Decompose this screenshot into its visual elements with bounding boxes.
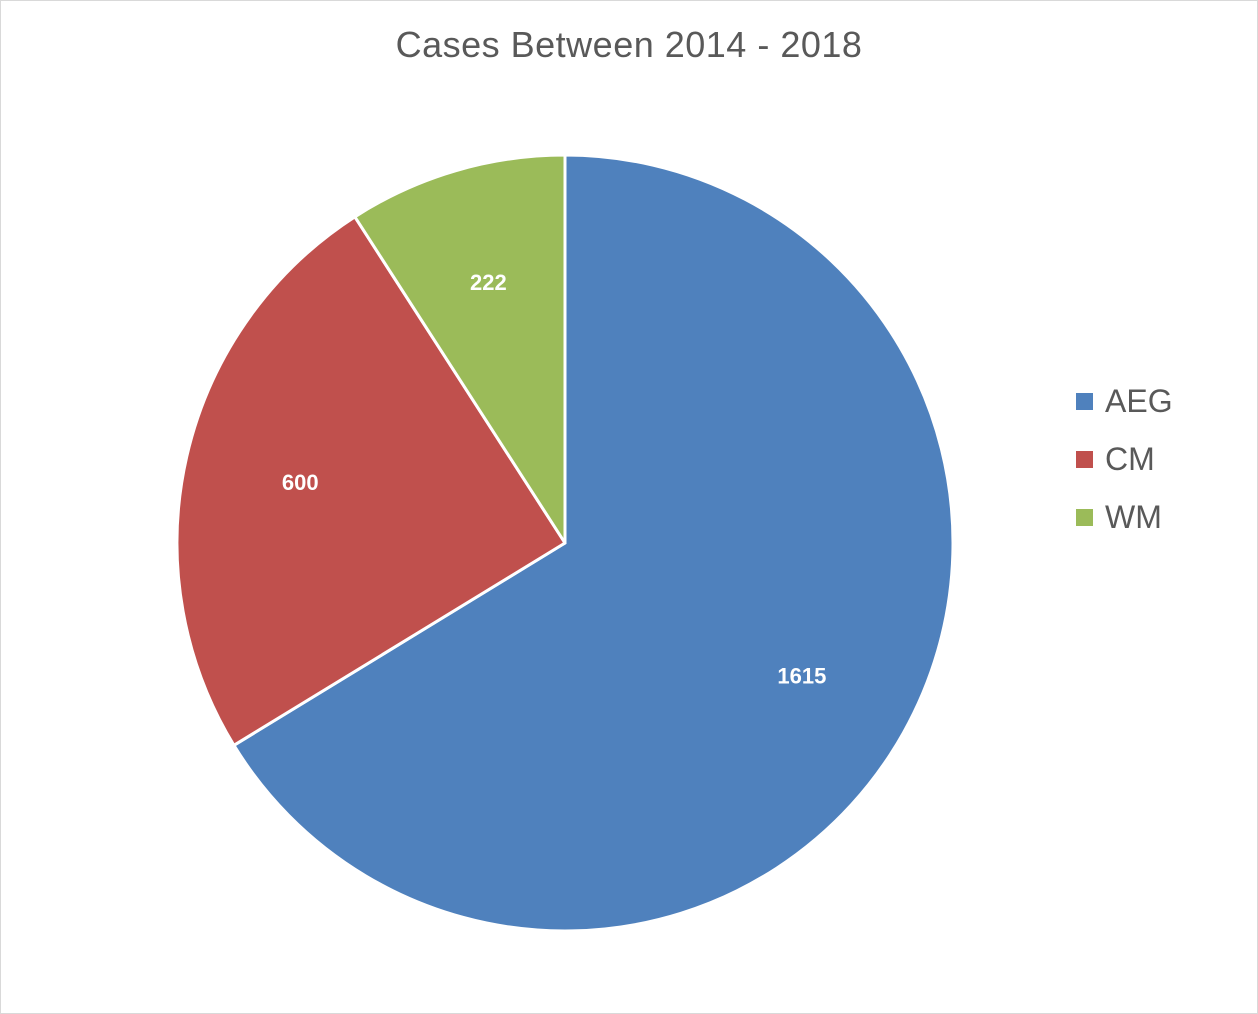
pie-slices	[175, 153, 955, 933]
pie-slice-wm	[353, 153, 567, 545]
chart-title: Cases Between 2014 - 2018	[395, 24, 863, 65]
data-label-wm: 222	[470, 270, 507, 295]
legend-swatch-wm	[1076, 508, 1093, 526]
data-label-cm: 600	[282, 470, 319, 495]
pie-slice-aeg	[232, 153, 955, 933]
legend-item-cm: CM	[1076, 430, 1173, 488]
legend-swatch-aeg	[1076, 392, 1093, 410]
legend-item-aeg: AEG	[1076, 372, 1173, 430]
pie-data-labels: 1615 600 222	[282, 270, 826, 688]
pie-slice-cm	[175, 215, 567, 747]
legend-label-aeg: AEG	[1105, 382, 1173, 419]
legend-item-wm: WM	[1076, 488, 1173, 546]
legend-swatch-cm	[1076, 450, 1093, 468]
data-label-aeg: 1615	[777, 663, 826, 688]
legend-label-cm: CM	[1105, 440, 1155, 477]
legend: AEG CM WM	[1076, 372, 1173, 546]
legend-label-wm: WM	[1105, 498, 1162, 535]
